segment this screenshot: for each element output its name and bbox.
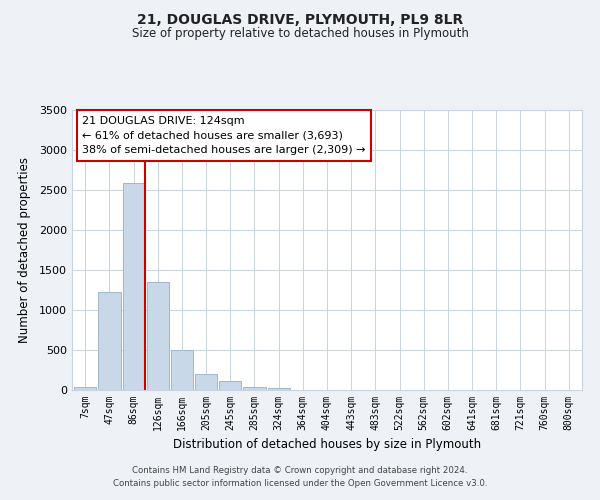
Bar (171, 350, 193, 390)
Text: Size of property relative to detached houses in Plymouth: Size of property relative to detached ho… (131, 28, 469, 40)
Y-axis label: Number of detached properties: Number of detached properties (17, 157, 31, 343)
Bar (74, 387, 97, 390)
Bar (98, 292, 121, 390)
Bar (195, 374, 217, 390)
Bar (146, 282, 169, 390)
Text: Contains HM Land Registry data © Crown copyright and database right 2024.
Contai: Contains HM Land Registry data © Crown c… (113, 466, 487, 487)
Bar (219, 381, 241, 390)
Bar (244, 387, 266, 390)
Text: 21 DOUGLAS DRIVE: 124sqm
← 61% of detached houses are smaller (3,693)
38% of sem: 21 DOUGLAS DRIVE: 124sqm ← 61% of detach… (82, 116, 366, 155)
Bar (122, 183, 145, 390)
Text: 21, DOUGLAS DRIVE, PLYMOUTH, PL9 8LR: 21, DOUGLAS DRIVE, PLYMOUTH, PL9 8LR (137, 12, 463, 26)
X-axis label: Distribution of detached houses by size in Plymouth: Distribution of detached houses by size … (173, 438, 481, 452)
Bar (268, 388, 290, 390)
